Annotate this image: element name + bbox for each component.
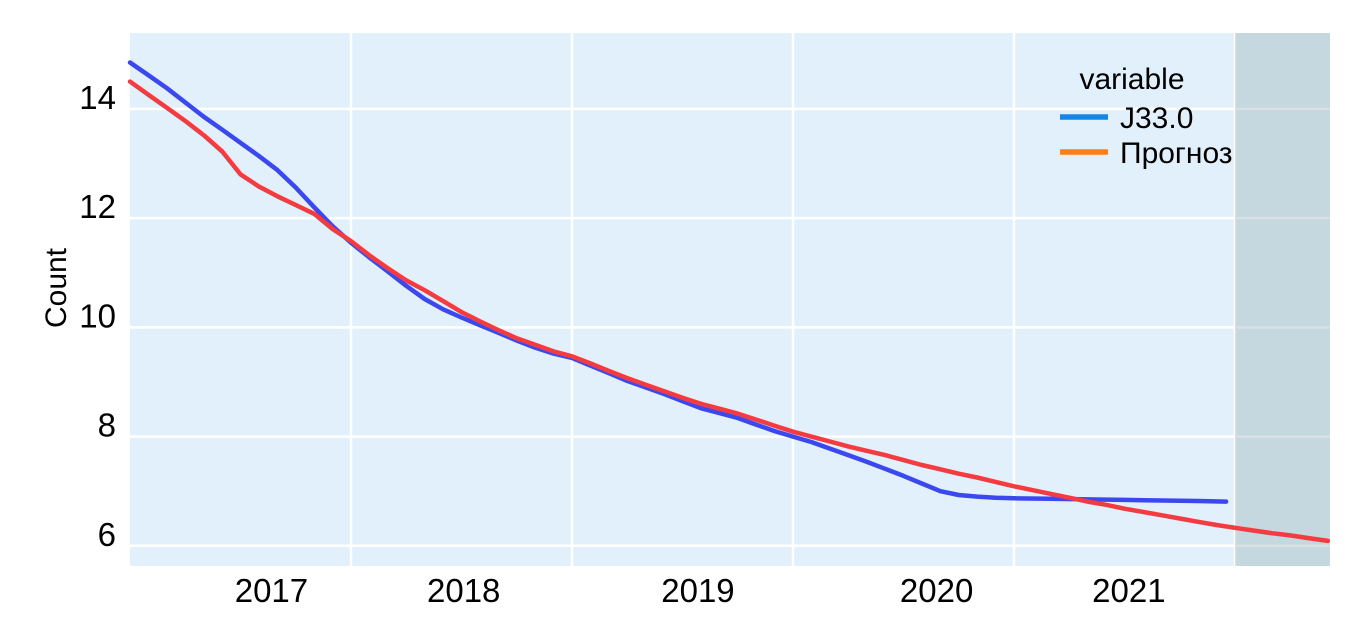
series-line-J33.0[interactable] [127, 60, 1229, 504]
x-tick-label: 2018 [427, 572, 500, 609]
forecast-shaded-region [1234, 33, 1330, 566]
y-tick-label: 6 [98, 516, 116, 553]
legend-label-J33.0: J33.0 [1120, 102, 1193, 135]
legend-item-Прогноз[interactable]: Прогноз [1060, 137, 1233, 170]
legend-label-Прогноз: Прогноз [1120, 137, 1233, 170]
series-line-Прогноз[interactable] [127, 79, 1331, 544]
legend-item-J33.0[interactable]: J33.0 [1060, 102, 1193, 135]
y-tick-label: 8 [98, 407, 116, 444]
legend-title: variable [1079, 63, 1184, 96]
y-axis-title: Count [40, 247, 73, 329]
x-tick-label: 2019 [661, 572, 734, 609]
plot-area[interactable] [130, 33, 1330, 566]
x-tick-label: 2020 [900, 572, 973, 609]
y-tick-label: 14 [79, 79, 116, 116]
y-tick-label: 10 [79, 297, 116, 334]
y-tick-label: 12 [79, 188, 116, 225]
x-tick-label: 2017 [235, 572, 308, 609]
x-tick-label: 2021 [1092, 572, 1165, 609]
